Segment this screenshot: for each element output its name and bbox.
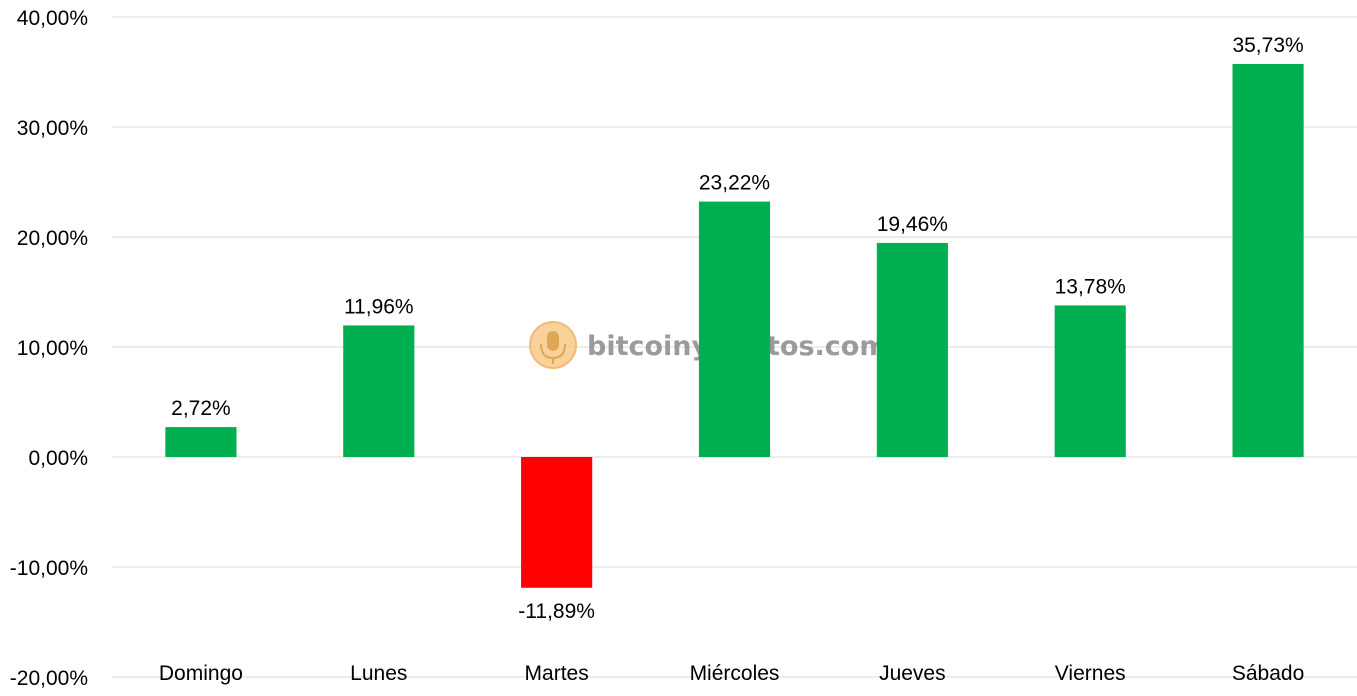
y-tick-label: 0,00% — [28, 447, 88, 470]
data-label: -11,89% — [518, 600, 595, 623]
data-label: 19,46% — [877, 213, 948, 236]
y-tick-label: -20,00% — [10, 667, 88, 690]
category-label: Martes — [525, 662, 589, 685]
y-tick-label: 30,00% — [17, 117, 88, 140]
bar-sábado — [1232, 63, 1304, 457]
category-labels: Domingo Lunes Martes Miércoles Jueves Viernes… — [159, 662, 1304, 685]
data-label: 35,73% — [1232, 34, 1303, 57]
y-tick-label: 10,00% — [17, 337, 88, 360]
y-tick-label: 20,00% — [17, 227, 88, 250]
microphone-body — [547, 331, 559, 351]
y-axis-ticks: 40,00% 30,00% 20,00% 10,00% 0,00% -10,00% -20,… — [10, 7, 88, 690]
data-label: 23,22% — [699, 172, 770, 195]
bar-martes — [521, 457, 593, 588]
data-label: 13,78% — [1055, 275, 1126, 298]
category-label: Domingo — [159, 662, 243, 685]
bar-viernes — [1054, 305, 1126, 457]
category-label: Miércoles — [690, 662, 780, 685]
category-label: Lunes — [350, 662, 407, 685]
y-tick-label: 40,00% — [17, 7, 88, 30]
category-label: Sábado — [1232, 662, 1304, 685]
y-tick-label: -10,00% — [10, 557, 88, 580]
category-label: Jueves — [879, 662, 946, 685]
data-label: 11,96% — [344, 295, 414, 318]
category-label: Viernes — [1055, 662, 1126, 685]
data-label: 2,72% — [171, 397, 231, 420]
bar-domingo — [165, 427, 237, 457]
bar-jueves — [876, 242, 948, 457]
bar-lunes — [343, 325, 415, 457]
bars — [165, 63, 1304, 588]
data-labels: 2,72% 11,96% -11,89% 23,22% 19,46% 13,78% 35,7… — [171, 34, 1304, 623]
bar-miércoles — [698, 201, 771, 457]
